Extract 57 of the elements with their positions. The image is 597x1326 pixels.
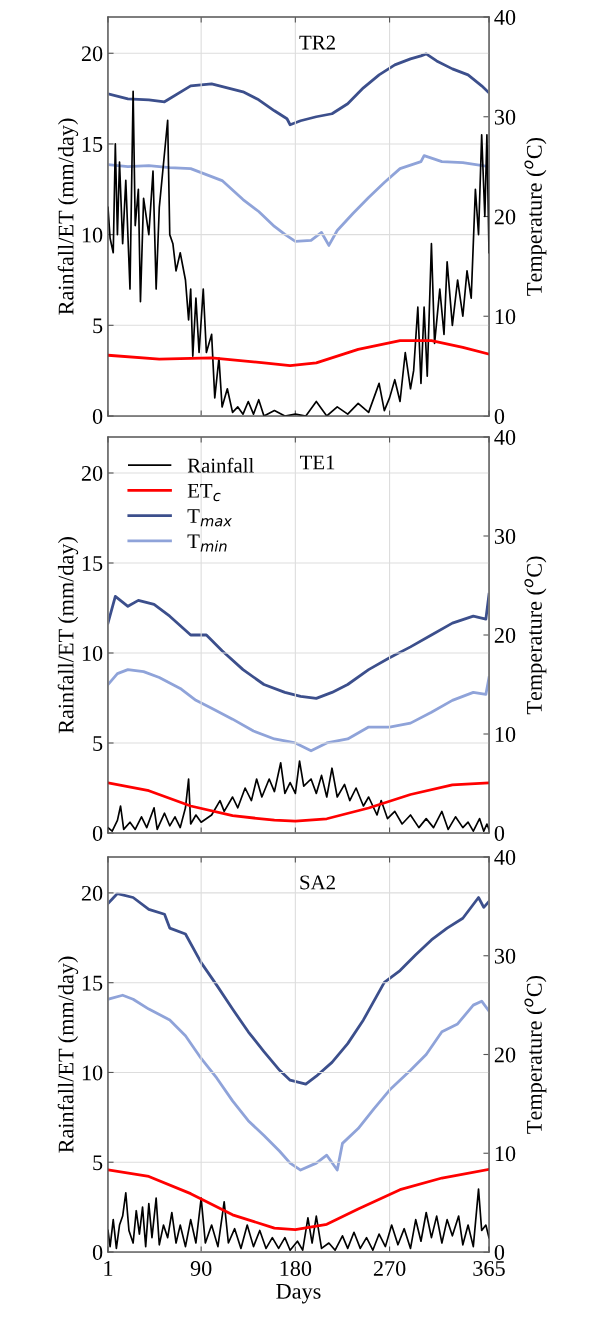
y2-tick-label: 20 xyxy=(494,209,516,225)
line-series xyxy=(108,668,489,753)
legend-label: T$_{min}$ xyxy=(187,534,227,552)
y2-tick-label: 10 xyxy=(495,1146,516,1162)
y-tick-label: 20 xyxy=(81,885,103,901)
y2-tick-label: 40 xyxy=(494,429,516,445)
legend-label: ET$_{c}$ xyxy=(187,483,221,502)
x-axis-title: Days xyxy=(276,1284,321,1304)
y-tick-label: 15 xyxy=(82,975,103,991)
line-series xyxy=(108,892,489,1086)
y2-tick-label: 0 xyxy=(494,1244,505,1260)
y-tick-label: 0 xyxy=(92,1244,103,1260)
legend-label: Rainfall xyxy=(187,457,254,473)
y2-tick-label: 20 xyxy=(494,627,516,643)
y-tick-label: 10 xyxy=(82,227,103,243)
x-tick-label: 365 xyxy=(473,1261,505,1276)
y2-tick-label: 30 xyxy=(494,109,516,125)
legend-label: T$_{max}$ xyxy=(187,509,232,527)
y2-tick-label: 10 xyxy=(495,309,516,325)
y-axis-title: Rainfall/ET (mm/day) xyxy=(57,956,79,1153)
x-tick-label: 90 xyxy=(190,1260,212,1276)
y-tick-label: 0 xyxy=(92,408,103,424)
y2-tick-label: 10 xyxy=(495,726,516,742)
y-tick-label: 10 xyxy=(82,1065,103,1081)
x-tick-label: 1 xyxy=(104,1261,113,1276)
y-tick-label: 5 xyxy=(93,318,103,334)
y-axis-title: Rainfall/ET (mm/day) xyxy=(57,537,79,734)
text: TE1 xyxy=(299,455,335,470)
y2-tick-label: 30 xyxy=(494,528,516,544)
x-tick-label: 270 xyxy=(373,1260,406,1276)
line-series xyxy=(108,593,489,700)
x-tick-label: 180 xyxy=(280,1260,312,1276)
y2-axis-title: Temperature ($^{o}$C) xyxy=(524,976,547,1134)
y-tick-label: 20 xyxy=(81,46,103,62)
line-series xyxy=(108,781,489,823)
y-tick-label: 5 xyxy=(93,736,103,751)
text: SA2 xyxy=(300,875,335,890)
y2-tick-label: 40 xyxy=(494,849,516,865)
y2-tick-label: 30 xyxy=(494,948,516,964)
text: TR2 xyxy=(299,35,335,50)
y2-tick-label: 0 xyxy=(494,825,505,841)
y2-tick-label: 0 xyxy=(494,408,505,424)
y2-tick-label: 20 xyxy=(494,1047,516,1063)
y-tick-label: 15 xyxy=(82,556,103,571)
line-series xyxy=(108,1168,489,1232)
y2-axis-title: Temperature ($^{o}$C) xyxy=(524,138,547,296)
y-tick-label: 20 xyxy=(81,465,103,481)
line-series xyxy=(108,993,489,1172)
y2-axis-title: Temperature ($^{o}$C) xyxy=(524,556,547,715)
line-series xyxy=(108,52,489,127)
y-tick-label: 10 xyxy=(82,645,103,661)
y-tick-label: 0 xyxy=(92,825,103,841)
line-series xyxy=(108,339,489,367)
y-tick-label: 15 xyxy=(82,136,103,152)
y2-tick-label: 40 xyxy=(494,9,516,25)
y-tick-label: 5 xyxy=(93,1155,103,1171)
y-axis-title: Rainfall/ET (mm/day) xyxy=(57,118,79,315)
